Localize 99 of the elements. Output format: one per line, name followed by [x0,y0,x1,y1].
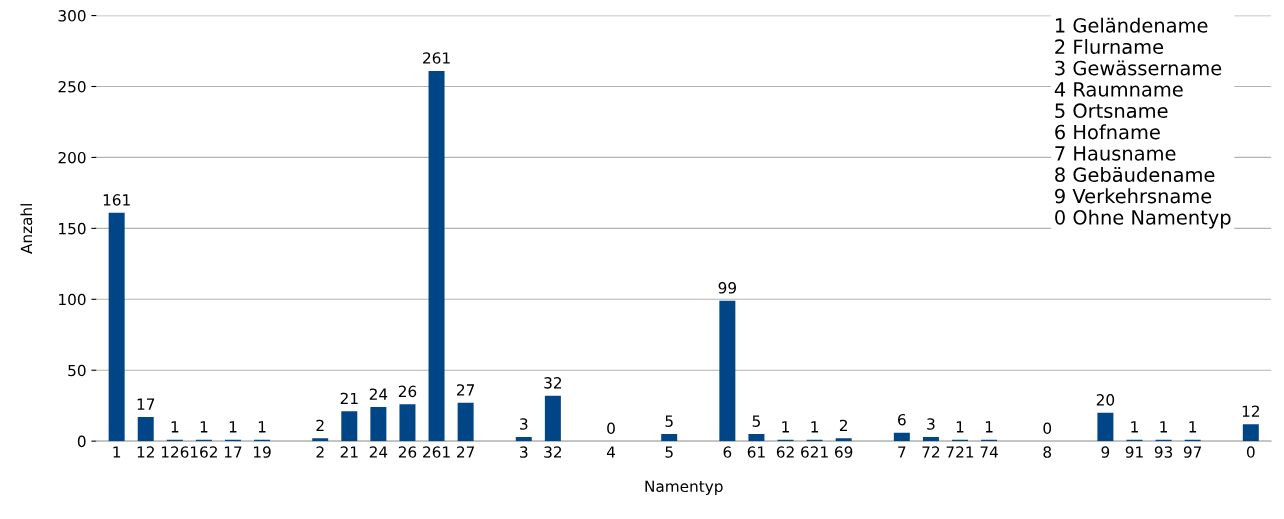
annotation: 0 Ohne Namentyp [1055,209,1231,229]
x-axis-title: Namentyp [645,480,723,496]
x-tick-label: 721 [946,446,974,458]
x-tick-label: 62 [776,446,794,458]
data-label: 1 [1189,421,1197,433]
data-label: 1 [811,421,819,433]
data-label: 17 [137,398,155,410]
bar [922,436,939,442]
annotation: 3 Gewässername [1055,60,1222,76]
bar [515,436,532,442]
data-label: 99 [718,282,736,294]
x-tick-label: 32 [544,446,562,458]
x-tick-label: 4 [606,446,616,458]
x-tick-label: 24 [369,446,388,458]
data-label: 3 [927,418,935,430]
data-label: 2 [316,419,324,431]
x-tick-label: 19 [254,446,271,458]
bar [312,438,329,442]
x-tick-label: 0 [1246,446,1255,458]
bar [1242,424,1259,442]
x-tick-label: 97 [1183,446,1202,458]
x-tick-label: 7 [898,446,906,458]
data-label: 161 [103,194,130,206]
data-label: 1 [782,421,789,433]
annotation: 8 Gebäudename [1055,167,1215,183]
data-label: 20 [1096,394,1115,406]
data-label: 261 [423,52,450,64]
x-tick-label: 3 [520,446,528,458]
x-tick-label: 621 [801,446,828,458]
x-tick-label: 21 [340,446,358,458]
annotation: 2 Flurname [1055,39,1164,55]
x-tick-label: 6 [723,446,732,458]
bar [835,438,852,442]
bar [748,434,765,442]
x-tick-label: 26 [398,446,417,458]
x-tick-label: 74 [980,446,998,458]
data-label: 1 [1131,421,1138,433]
x-tick-label: 61 [747,446,765,458]
bar [341,411,358,442]
data-label: 1 [956,421,964,433]
y-tick-label: 100 [59,293,86,306]
data-label: 3 [520,418,528,430]
x-tick-label: 69 [835,446,853,458]
y-axis-title: Anzahl [20,204,33,254]
x-tick-label: 27 [457,446,475,458]
annotation: 9 Verkehrsname [1055,188,1212,204]
x-tick-label: 261 [423,446,450,458]
x-tick-label: 162 [191,446,217,458]
data-label: 1 [171,421,179,433]
annotation: 1 Geländename [1055,17,1208,33]
data-label: 24 [369,388,388,400]
bar [1097,412,1114,442]
annotation: 4 Raumname [1054,82,1183,97]
data-label: 2 [839,419,847,431]
x-tick-label: 8 [1043,446,1052,458]
data-label: 1 [200,421,208,433]
bar [893,432,910,442]
data-label: 5 [665,415,673,427]
data-label: 1 [1160,421,1168,433]
y-tick-label: 250 [58,80,86,93]
x-tick-label: 12 [137,446,154,458]
bar [399,404,416,442]
data-label: 27 [457,384,475,396]
x-tick-label: 1 [113,446,121,458]
bar [370,407,387,442]
bar [661,434,678,442]
bar [457,402,474,442]
data-label: 5 [752,415,760,427]
x-tick-label: 91 [1125,446,1143,458]
bar [137,417,154,442]
data-label: 1 [229,421,237,433]
data-label: 0 [1043,422,1052,435]
x-tick-label: 93 [1154,446,1173,458]
y-tick-label: 200 [58,151,86,164]
data-label: 6 [898,413,906,426]
data-label: 0 [607,422,615,435]
annotation: 7 Hausname [1055,146,1176,161]
annotation: 6 Hofname [1055,124,1160,140]
x-tick-label: 5 [665,446,673,458]
x-tick-label: 2 [316,446,324,458]
data-label: 1 [258,421,266,433]
bar [428,70,445,442]
x-tick-label: 9 [1101,446,1110,458]
data-label: 26 [398,385,417,398]
data-label: 1 [985,421,993,433]
annotation: 5 Ortsname [1055,103,1168,119]
y-tick-label: 0 [77,435,86,448]
x-tick-label: 72 [922,446,940,458]
x-tick-label: 126 [161,446,189,458]
bar [544,395,561,442]
y-tick-label: 300 [58,10,86,22]
y-tick-label: 150 [59,222,86,235]
x-tick-label: 17 [224,446,242,458]
y-tick-label: 50 [68,364,86,377]
data-label: 32 [544,377,562,389]
bar [108,212,125,442]
bar [719,300,736,442]
data-label: 21 [340,392,358,405]
data-label: 12 [1242,405,1259,417]
